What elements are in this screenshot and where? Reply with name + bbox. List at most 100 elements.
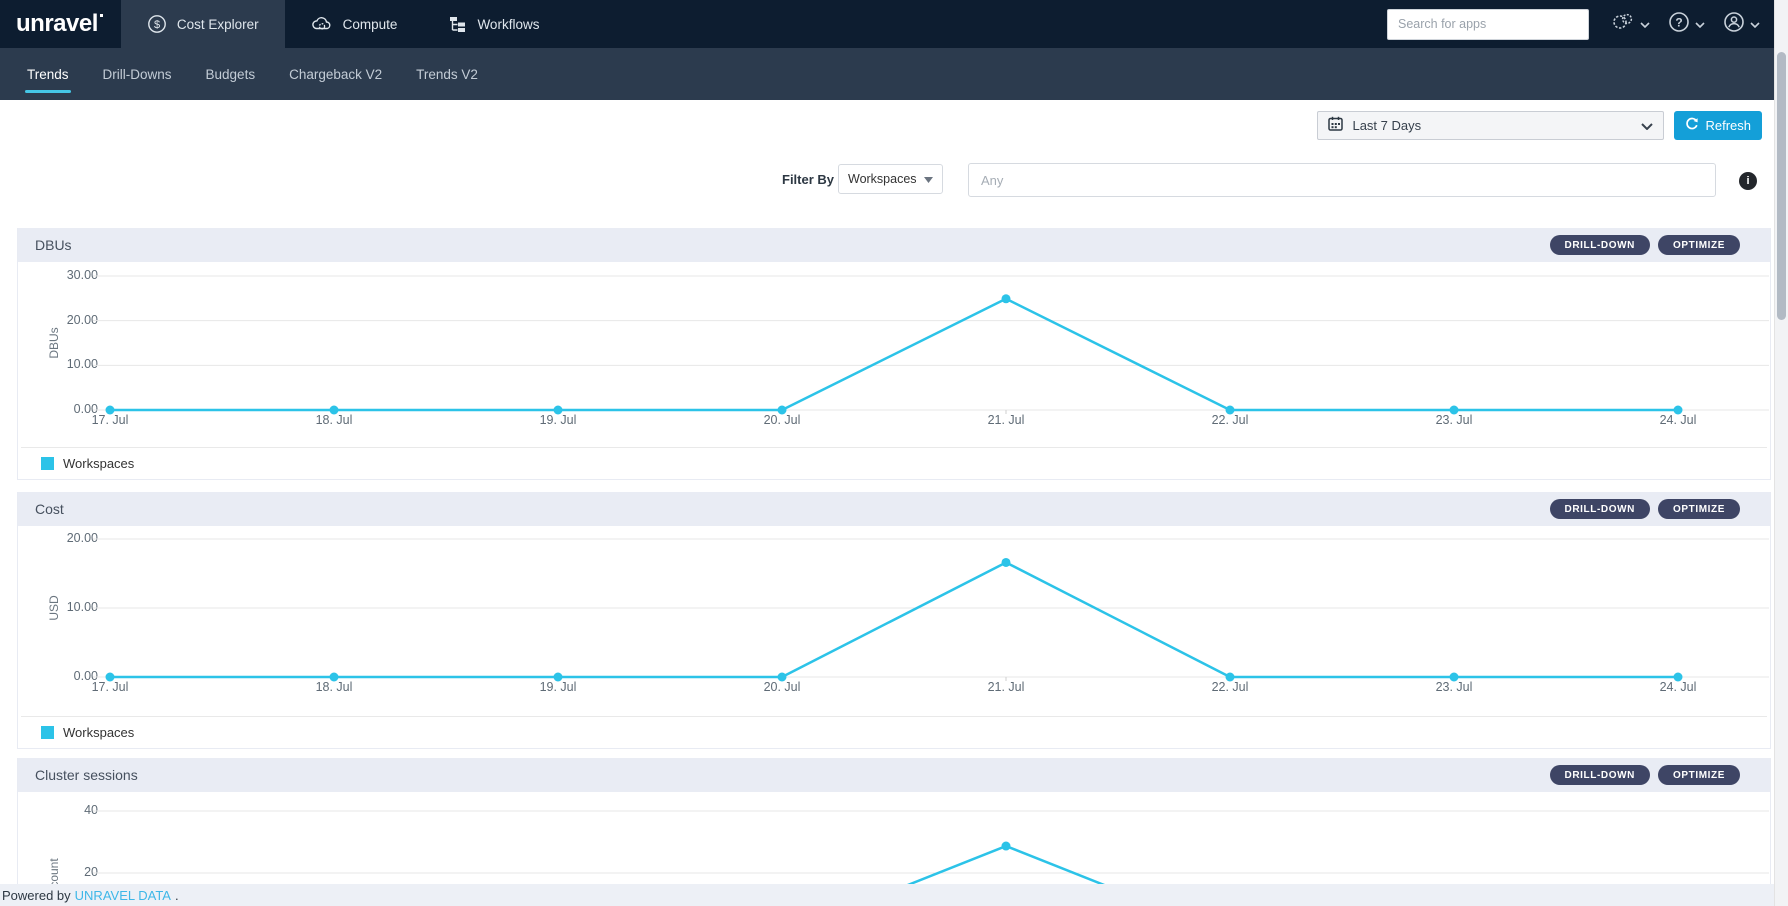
tab-trends[interactable]: Trends	[10, 48, 86, 100]
tab-label: Budgets	[205, 66, 256, 82]
footer: Powered by UNRAVEL DATA .	[0, 884, 1788, 906]
data-point[interactable]	[1001, 841, 1011, 851]
x-tick-label: 21. Jul	[988, 680, 1025, 694]
optimize-button[interactable]: OPTIMIZE	[1657, 499, 1740, 519]
data-point[interactable]	[1225, 672, 1235, 682]
data-point[interactable]	[1673, 405, 1683, 415]
nav-item-workflows[interactable]: Workflows	[423, 0, 565, 48]
drill-down-button[interactable]: DRILL-DOWN	[1549, 235, 1650, 255]
chevron-down-icon	[1750, 15, 1760, 33]
date-toolbar: Last 7 Days Refresh	[0, 100, 1788, 150]
user-menu[interactable]	[1723, 11, 1760, 38]
app-search-input[interactable]	[1387, 8, 1589, 40]
tab-label: Chargeback V2	[289, 66, 383, 82]
x-tick-label: 23. Jul	[1436, 413, 1473, 427]
nav-item-label: Compute	[342, 16, 398, 32]
cluster-sessions-panel: Cluster sessions DRILL-DOWN OPTIMIZE 40 2…	[17, 758, 1771, 906]
help-menu[interactable]: ?	[1668, 11, 1705, 38]
filter-type-value: Workspaces	[848, 172, 917, 186]
data-point[interactable]	[1673, 672, 1683, 682]
panel-title: Cost	[35, 501, 64, 517]
footer-suffix: .	[174, 887, 179, 903]
refresh-icon	[1685, 117, 1699, 134]
footer-text: Powered by	[2, 887, 71, 903]
tab-label: Trends	[27, 66, 69, 82]
data-point[interactable]	[1225, 405, 1235, 415]
cost-legend-item[interactable]: Workspaces	[21, 716, 1767, 748]
unravel-logo[interactable]: unravel	[0, 0, 121, 48]
y-tick-label: 40	[84, 803, 98, 817]
drill-down-button[interactable]: DRILL-DOWN	[1549, 765, 1650, 785]
chevron-down-icon	[924, 172, 933, 186]
trademark-mark	[99, 13, 103, 17]
date-range-select[interactable]: Last 7 Days	[1317, 110, 1665, 140]
help-icon: ?	[1668, 11, 1690, 38]
unravel-data-link[interactable]: UNRAVEL DATA	[74, 887, 171, 903]
spacer	[0, 480, 1788, 492]
legend-swatch	[41, 726, 54, 739]
data-point[interactable]	[553, 405, 563, 415]
info-icon[interactable]: i	[1739, 172, 1757, 190]
data-point[interactable]	[1001, 557, 1011, 567]
tab-trends-v2[interactable]: Trends V2	[399, 48, 495, 100]
nav-item-compute[interactable]: Compute	[285, 0, 424, 48]
panel-title: DBUs	[35, 237, 72, 253]
chevron-down-icon	[1641, 118, 1654, 133]
dbus-line-chart[interactable]: 30.00 20.00 10.00 0.00 17. Jul 18. Jul 19. Jul…	[18, 262, 1770, 447]
data-point[interactable]	[1001, 294, 1011, 304]
drill-down-button[interactable]: DRILL-DOWN	[1549, 499, 1650, 519]
legend-label: Workspaces	[63, 725, 135, 740]
logo-text: unravel	[16, 10, 98, 37]
data-point[interactable]	[777, 672, 787, 682]
refresh-button[interactable]: Refresh	[1674, 110, 1762, 140]
legend-label: Workspaces	[63, 456, 135, 471]
x-tick-label: 22. Jul	[1212, 413, 1249, 427]
cost-panel-header: Cost DRILL-DOWN OPTIMIZE	[18, 492, 1770, 526]
y-tick-label: 0.00	[73, 402, 98, 416]
tab-budgets[interactable]: Budgets	[189, 48, 273, 100]
filter-by-label: Filter By :	[782, 172, 842, 187]
tab-chargeback-v2[interactable]: Chargeback V2	[272, 48, 399, 100]
x-tick-label: 19. Jul	[540, 680, 577, 694]
nav-item-label: Cost Explorer	[176, 16, 259, 32]
dbus-legend-item[interactable]: Workspaces	[21, 447, 1767, 479]
data-point[interactable]	[1449, 405, 1459, 415]
dbus-panel: DBUs DRILL-DOWN OPTIMIZE 30.00 20.00 10.00…	[17, 228, 1771, 480]
tab-drill-downs[interactable]: Drill-Downs	[86, 48, 189, 100]
filter-value-input[interactable]	[968, 163, 1716, 197]
legend-swatch	[41, 457, 54, 470]
x-tick-label: 18. Jul	[316, 680, 353, 694]
data-point[interactable]	[329, 405, 339, 415]
x-tick-label: 23. Jul	[1436, 680, 1473, 694]
chevron-down-icon	[1640, 15, 1650, 33]
data-point[interactable]	[105, 672, 115, 682]
panel-actions: DRILL-DOWN OPTIMIZE	[1549, 765, 1740, 785]
filter-type-select[interactable]: Workspaces	[838, 164, 943, 194]
gears-icon	[1611, 11, 1635, 38]
nav-item-cost-explorer[interactable]: $ Cost Explorer	[120, 0, 285, 48]
x-tick-label: 24. Jul	[1660, 413, 1697, 427]
y-tick-label: 10.00	[66, 600, 98, 614]
optimize-button[interactable]: OPTIMIZE	[1657, 235, 1740, 255]
data-point[interactable]	[777, 405, 787, 415]
calendar-icon	[1328, 116, 1344, 134]
optimize-button[interactable]: OPTIMIZE	[1657, 765, 1740, 785]
dbus-panel-header: DBUs DRILL-DOWN OPTIMIZE	[18, 228, 1770, 262]
x-tick-label: 20. Jul	[764, 413, 801, 427]
top-bar: unravel $ Cost Explorer Compute Workflow…	[0, 0, 1788, 48]
vertical-scrollbar[interactable]	[1774, 0, 1788, 906]
y-tick-label: 20.00	[66, 312, 98, 327]
y-axis-title: USD	[47, 595, 61, 621]
data-point[interactable]	[329, 672, 339, 682]
data-point[interactable]	[105, 405, 115, 415]
nav-item-label: Workflows	[477, 16, 540, 32]
chart-plot-area[interactable]: 17. Jul 18. Jul 19. Jul 20. Jul 21. Jul 22. J…	[92, 529, 1769, 711]
data-point[interactable]	[553, 672, 563, 682]
cost-line-chart[interactable]: 20.00 10.00 0.00 17. Jul 18. Jul 19. Jul 20. J…	[18, 526, 1770, 716]
data-point[interactable]	[1449, 672, 1459, 682]
scrollbar-thumb[interactable]	[1777, 52, 1786, 320]
chart-plot-area[interactable]: 17. Jul 18. Jul 19. Jul 20. Jul 21. Jul 22. J…	[92, 266, 1769, 444]
gears-menu[interactable]	[1611, 11, 1650, 38]
svg-text:?: ?	[1675, 15, 1682, 29]
y-tick-label: 30.00	[66, 268, 98, 282]
